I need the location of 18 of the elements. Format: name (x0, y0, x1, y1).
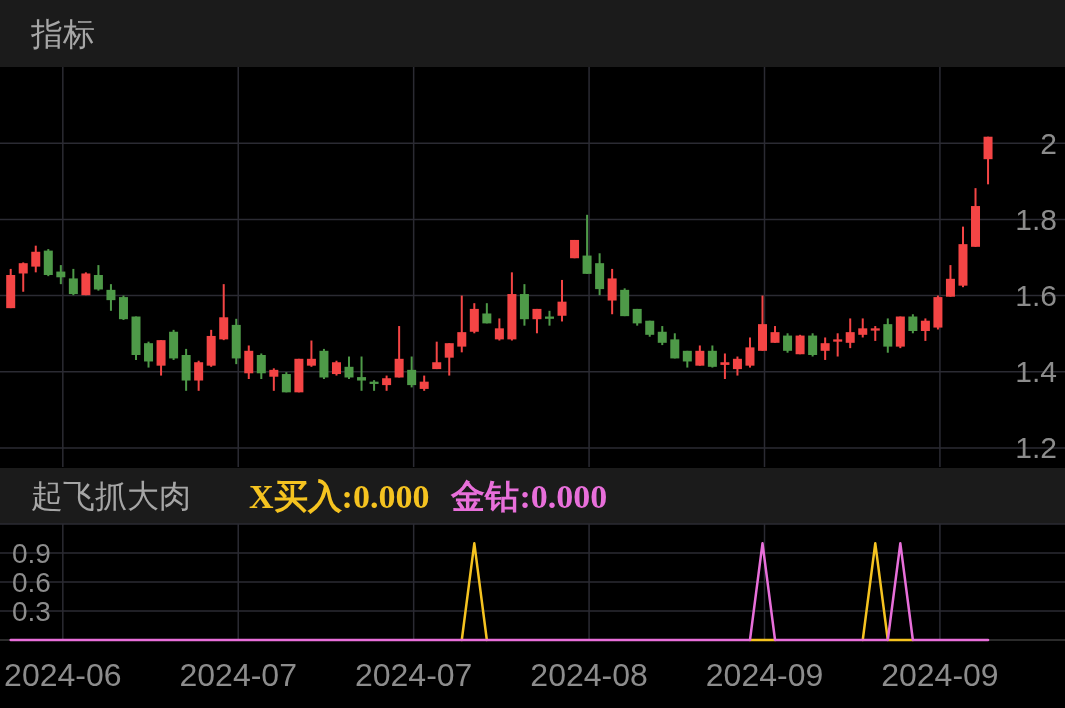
x-tick-label: 2024-07 (354, 657, 473, 693)
chart-title: 指标 (30, 15, 95, 52)
text: 金钻:0.000 (450, 478, 608, 515)
y-tick-label: 1.2 (1015, 431, 1057, 465)
chart-title: 起飞抓大肉 (31, 478, 191, 514)
y-tick-label: 1.8 (1015, 202, 1057, 236)
x-tick-label: 2024-09 (881, 657, 999, 693)
series-label: X买入:0.000 (249, 478, 430, 515)
x-tick-label: 2024-08 (530, 657, 648, 693)
x-tick-label: 2024-09 (705, 657, 824, 693)
y-tick-label: 0.6 (12, 566, 51, 598)
y-tick-label: 0.3 (12, 595, 51, 627)
x-tick-label: 2024-06 (4, 657, 122, 693)
y-tick-label: 1.6 (1015, 279, 1057, 313)
y-tick-label: 0.9 (12, 537, 51, 569)
x-tick-label: 2024-07 (179, 657, 297, 693)
y-tick-label: 1.4 (1015, 355, 1057, 389)
y-tick-label: 2 (1040, 126, 1057, 160)
